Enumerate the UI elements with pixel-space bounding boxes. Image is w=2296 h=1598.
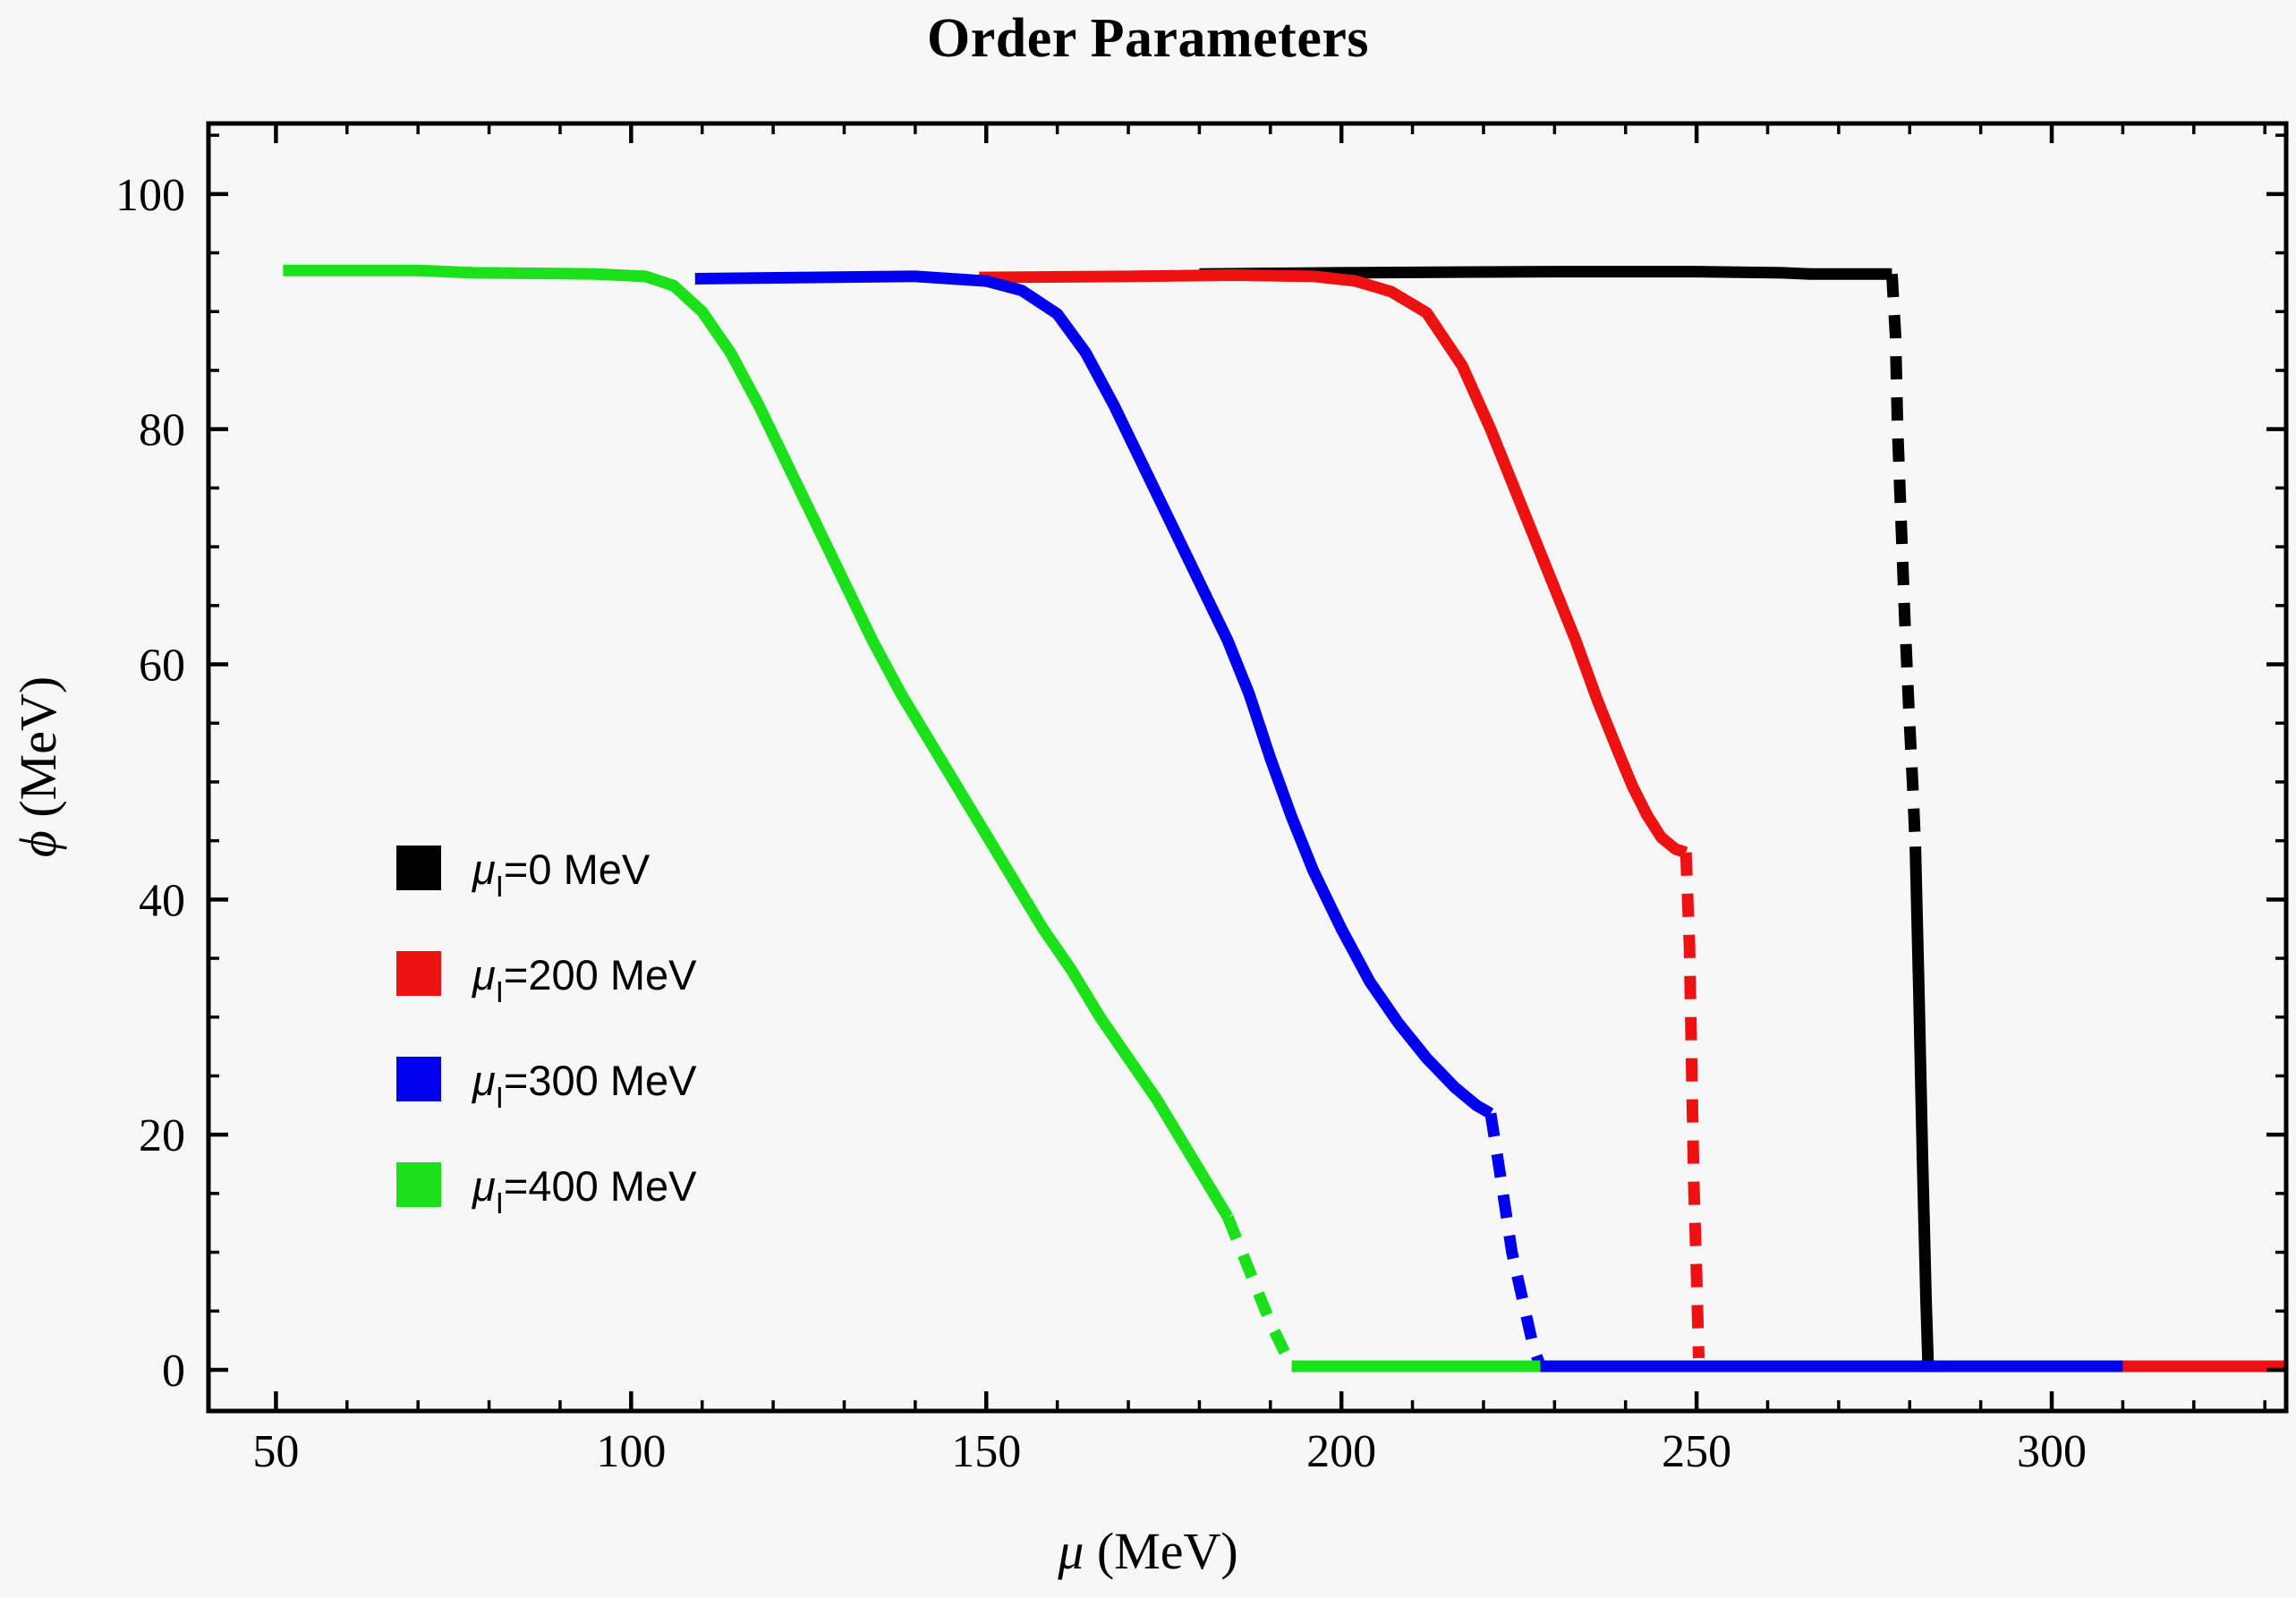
legend-item-label: μI=400 MeV — [472, 1162, 697, 1220]
y-tick-label: 20 — [139, 1110, 185, 1161]
series-0-solid-lower — [1909, 846, 1935, 1367]
x-tick-label: 250 — [1662, 1426, 1731, 1477]
x-tick-label: 200 — [1306, 1426, 1376, 1477]
x-tick-label: 150 — [951, 1426, 1021, 1477]
series-1-dashed-branch — [1679, 852, 1705, 1359]
legend-item-1[interactable]: μI=200 MeV — [396, 951, 697, 1008]
axis-symbol: ϕ — [9, 830, 67, 857]
x-tick-label: 50 — [252, 1426, 299, 1477]
axis-symbol: μ — [1057, 1522, 1084, 1580]
series-3 — [283, 264, 1541, 1373]
legend-mu-symbol: μ — [472, 1162, 496, 1210]
legend-item-3[interactable]: μI=400 MeV — [396, 1162, 697, 1220]
series-0-dashed-branch — [1885, 273, 1922, 847]
axis-unit: (MeV) — [9, 676, 67, 830]
legend-item-label: μI=300 MeV — [472, 1057, 697, 1114]
plot-frame — [206, 121, 2289, 1414]
y-tick-label: 60 — [139, 641, 185, 692]
series-2 — [694, 270, 2123, 1373]
legend-mu-symbol: μ — [472, 846, 496, 893]
x-tick-label: 300 — [2017, 1426, 2087, 1477]
legend-swatch — [396, 1162, 441, 1207]
y-tick-label: 0 — [162, 1346, 185, 1397]
x-axis-title: μ (MeV) — [1057, 1522, 1237, 1580]
y-tick-label: 100 — [115, 170, 185, 221]
legend-swatch — [396, 951, 441, 996]
legend-mu-subscript: I — [496, 1186, 504, 1220]
series-3-solid-branch — [283, 264, 1233, 1220]
page-title: Order Parameters — [926, 8, 1369, 69]
curves-layer — [283, 264, 2286, 1373]
series-2-dashed-branch — [1484, 1112, 1546, 1369]
y-axis-title: ϕ (MeV) — [9, 676, 67, 857]
series-1 — [979, 269, 2286, 1373]
legend-mu-value: =400 MeV — [504, 1162, 697, 1210]
legend-mu-subscript: I — [496, 870, 504, 903]
legend-mu-value: =0 MeV — [504, 846, 651, 893]
legend-mu-symbol: μ — [472, 951, 496, 999]
axis-unit: (MeV) — [1084, 1522, 1237, 1580]
series-0-solid-branch — [1199, 266, 1892, 280]
y-tick-label: 40 — [139, 875, 185, 926]
legend-item-0[interactable]: μI=0 MeV — [396, 846, 651, 903]
frame-layer — [206, 121, 2289, 1414]
series-3-dashed-branch — [1222, 1214, 1297, 1369]
legend-mu-symbol: μ — [472, 1057, 496, 1104]
legend-mu-value: =300 MeV — [504, 1057, 697, 1104]
legend-swatch — [396, 846, 441, 890]
legend-mu-value: =200 MeV — [504, 951, 697, 999]
series-0 — [1199, 266, 2145, 1373]
legend-item-label: μI=200 MeV — [472, 951, 697, 1008]
tick-labels-layer: 50 100 150 200 250 300 0 20 40 60 80 100 — [115, 170, 2087, 1477]
x-tick-label: 100 — [596, 1426, 666, 1477]
y-tick-label: 80 — [139, 405, 185, 456]
legend-item-label: μI=0 MeV — [472, 846, 651, 903]
legend-item-2[interactable]: μI=300 MeV — [396, 1057, 697, 1114]
ticks-layer — [208, 123, 2286, 1411]
legend-swatch — [396, 1057, 441, 1101]
series-1-solid-branch — [979, 269, 1688, 858]
legend-mu-subscript: I — [496, 975, 504, 1008]
series-2-solid-branch — [694, 270, 1494, 1119]
legend-mu-subscript: I — [496, 1081, 504, 1114]
